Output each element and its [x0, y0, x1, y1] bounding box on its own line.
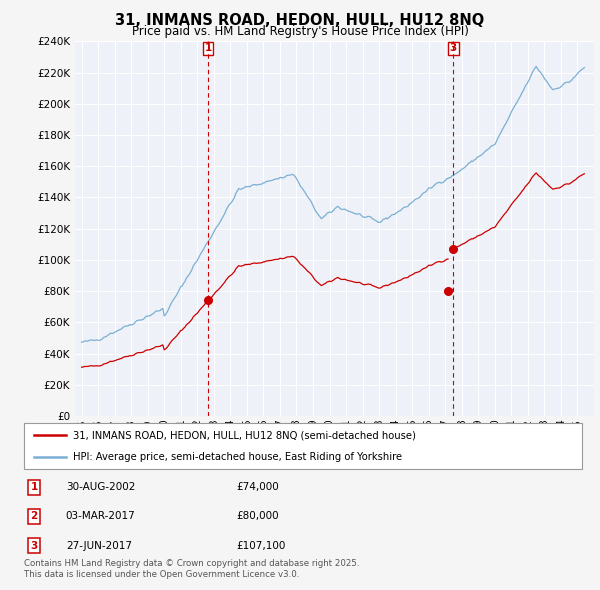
Text: 30-AUG-2002: 30-AUG-2002 — [66, 483, 135, 493]
Text: Contains HM Land Registry data © Crown copyright and database right 2025.
This d: Contains HM Land Registry data © Crown c… — [24, 559, 359, 579]
Text: £107,100: £107,100 — [236, 540, 286, 550]
Text: 31, INMANS ROAD, HEDON, HULL, HU12 8NQ: 31, INMANS ROAD, HEDON, HULL, HU12 8NQ — [115, 13, 485, 28]
Text: 03-MAR-2017: 03-MAR-2017 — [66, 512, 136, 522]
Text: Price paid vs. HM Land Registry's House Price Index (HPI): Price paid vs. HM Land Registry's House … — [131, 25, 469, 38]
Text: 1: 1 — [31, 483, 38, 493]
Text: 2: 2 — [31, 512, 38, 522]
Text: £80,000: £80,000 — [236, 512, 278, 522]
Text: 27-JUN-2017: 27-JUN-2017 — [66, 540, 132, 550]
FancyBboxPatch shape — [24, 423, 582, 469]
Text: 1: 1 — [205, 43, 212, 53]
Text: 3: 3 — [31, 540, 38, 550]
Text: HPI: Average price, semi-detached house, East Riding of Yorkshire: HPI: Average price, semi-detached house,… — [73, 451, 402, 461]
Text: £74,000: £74,000 — [236, 483, 279, 493]
Text: 3: 3 — [450, 43, 457, 53]
Text: 31, INMANS ROAD, HEDON, HULL, HU12 8NQ (semi-detached house): 31, INMANS ROAD, HEDON, HULL, HU12 8NQ (… — [73, 431, 416, 441]
